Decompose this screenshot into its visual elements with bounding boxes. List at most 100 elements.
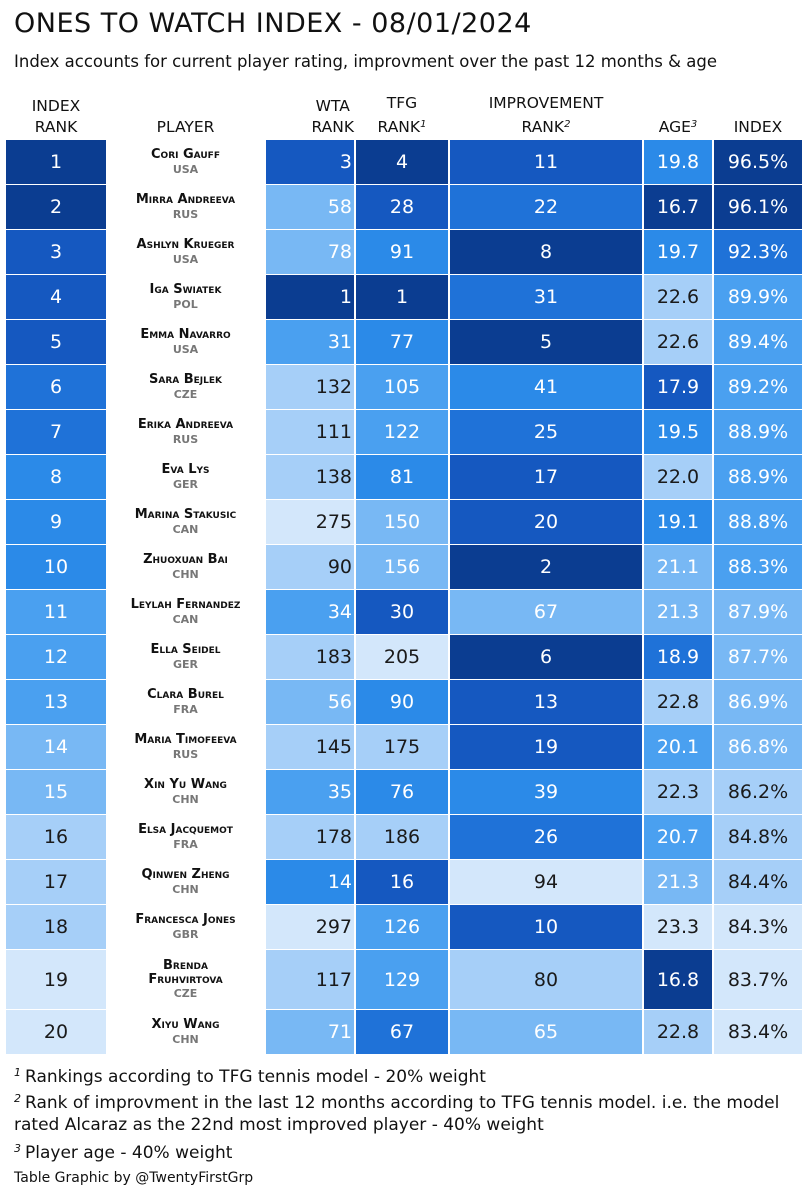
player-country: CAN	[172, 523, 199, 537]
player-country: CZE	[173, 388, 198, 402]
player-name: Eva Lys	[161, 462, 210, 478]
header-improvement-rank: IMPROVEMENT RANK2	[488, 94, 604, 136]
player-name: Zhuoxuan Bai	[143, 552, 228, 568]
improvement-rank-cell: 80	[450, 950, 642, 1009]
page-subtitle: Index accounts for current player rating…	[14, 52, 717, 71]
table-row: 17 Qinwen Zheng CHN 14 16 94 21.3 84.4%	[6, 860, 802, 904]
wta-rank-cell: 71	[266, 1010, 354, 1054]
player-cell: Zhuoxuan Bai CHN	[107, 545, 264, 589]
tfg-rank-cell: 150	[356, 500, 448, 544]
table-row: 4 Iga Swiatek POL 1 1 31 22.6 89.9%	[6, 275, 802, 319]
index-rank-cell: 17	[6, 860, 106, 904]
player-cell: Eva Lys GER	[107, 455, 264, 499]
index-cell: 96.1%	[714, 185, 802, 229]
player-cell: Erika Andreeva RUS	[107, 410, 264, 454]
wta-rank-cell: 31	[266, 320, 354, 364]
player-country: RUS	[172, 208, 199, 222]
index-rank-cell: 19	[6, 950, 106, 1009]
index-cell: 84.8%	[714, 815, 802, 859]
index-rank-cell: 7	[6, 410, 106, 454]
header-index-rank: INDEX RANK	[31, 97, 81, 136]
wta-rank-cell: 58	[266, 185, 354, 229]
table-row: 14 Maria Timofeeva RUS 145 175 19 20.1 86.8%	[6, 725, 802, 769]
player-country: CHN	[172, 883, 199, 897]
wta-rank-cell: 132	[266, 365, 354, 409]
tfg-rank-cell: 205	[356, 635, 448, 679]
table-row: 20 Xiyu Wang CHN 71 67 65 22.8 83.4%	[6, 1010, 802, 1054]
player-cell: Brenda Fruhvirtova CZE	[107, 950, 264, 1009]
index-cell: 92.3%	[714, 230, 802, 274]
wta-rank-cell: 34	[266, 590, 354, 634]
player-name: Sara Bejlek	[148, 372, 222, 388]
footnote-1: 1 Rankings according to TFG tennis model …	[14, 1066, 486, 1087]
index-cell: 86.2%	[714, 770, 802, 814]
index-rank-cell: 10	[6, 545, 106, 589]
player-country: CHN	[172, 1033, 199, 1047]
index-cell: 86.9%	[714, 680, 802, 724]
index-rank-cell: 20	[6, 1010, 106, 1054]
index-rank-cell: 14	[6, 725, 106, 769]
age-cell: 16.8	[644, 950, 712, 1009]
wta-rank-cell: 297	[266, 905, 354, 949]
index-cell: 83.7%	[714, 950, 802, 1009]
index-rank-cell: 3	[6, 230, 106, 274]
index-cell: 88.8%	[714, 500, 802, 544]
player-name: Marina Stakusic	[134, 507, 237, 523]
tfg-rank-cell: 76	[356, 770, 448, 814]
age-cell: 20.7	[644, 815, 712, 859]
wta-rank-cell: 117	[266, 950, 354, 1009]
improvement-rank-cell: 41	[450, 365, 642, 409]
player-country: USA	[172, 163, 199, 177]
player-name: Erika Andreeva	[137, 417, 234, 433]
age-cell: 22.0	[644, 455, 712, 499]
page-title: ONES TO WATCH INDEX - 08/01/2024	[14, 8, 532, 39]
player-country: CHN	[172, 793, 199, 807]
wta-rank-cell: 14	[266, 860, 354, 904]
player-country: GER	[172, 658, 198, 672]
footnote-3: 3 Player age - 40% weight	[14, 1142, 233, 1163]
player-name: Leylah Fernandez	[130, 597, 241, 613]
tfg-rank-cell: 77	[356, 320, 448, 364]
table-row: 8 Eva Lys GER 138 81 17 22.0 88.9%	[6, 455, 802, 499]
age-cell: 19.1	[644, 500, 712, 544]
header-wta-rank: WTA RANK	[311, 97, 354, 136]
table-row: 5 Emma Navarro USA 31 77 5 22.6 89.4%	[6, 320, 802, 364]
index-rank-cell: 5	[6, 320, 106, 364]
index-cell: 89.2%	[714, 365, 802, 409]
tfg-rank-cell: 129	[356, 950, 448, 1009]
index-cell: 83.4%	[714, 1010, 802, 1054]
improvement-rank-cell: 94	[450, 860, 642, 904]
wta-rank-cell: 56	[266, 680, 354, 724]
index-cell: 84.4%	[714, 860, 802, 904]
age-cell: 17.9	[644, 365, 712, 409]
table-row: 16 Elsa Jacquemot FRA 178 186 26 20.7 84.8%	[6, 815, 802, 859]
age-cell: 22.6	[644, 275, 712, 319]
improvement-rank-cell: 6	[450, 635, 642, 679]
player-cell: Qinwen Zheng CHN	[107, 860, 264, 904]
player-name: Iga Swiatek	[149, 282, 222, 298]
table-row: 11 Leylah Fernandez CAN 34 30 67 21.3 87.9%	[6, 590, 802, 634]
player-cell: Mirra Andreeva RUS	[107, 185, 264, 229]
improvement-rank-cell: 26	[450, 815, 642, 859]
age-cell: 23.3	[644, 905, 712, 949]
tfg-rank-cell: 30	[356, 590, 448, 634]
table-row: 12 Ella Seidel GER 183 205 6 18.9 87.7%	[6, 635, 802, 679]
wta-rank-cell: 1	[266, 275, 354, 319]
table-row: 6 Sara Bejlek CZE 132 105 41 17.9 89.2%	[6, 365, 802, 409]
player-cell: Clara Burel FRA	[107, 680, 264, 724]
tfg-rank-cell: 28	[356, 185, 448, 229]
player-country: CZE	[173, 987, 198, 1001]
age-cell: 20.1	[644, 725, 712, 769]
index-rank-cell: 8	[6, 455, 106, 499]
table-row: 3 Ashlyn Krueger USA 78 91 8 19.7 92.3%	[6, 230, 802, 274]
player-country: FRA	[173, 838, 198, 852]
improvement-rank-cell: 19	[450, 725, 642, 769]
wta-rank-cell: 178	[266, 815, 354, 859]
player-cell: Emma Navarro USA	[107, 320, 264, 364]
player-name: Emma Navarro	[140, 327, 231, 343]
index-cell: 86.8%	[714, 725, 802, 769]
player-cell: Leylah Fernandez CAN	[107, 590, 264, 634]
index-rank-cell: 13	[6, 680, 106, 724]
wta-rank-cell: 145	[266, 725, 354, 769]
index-rank-cell: 6	[6, 365, 106, 409]
